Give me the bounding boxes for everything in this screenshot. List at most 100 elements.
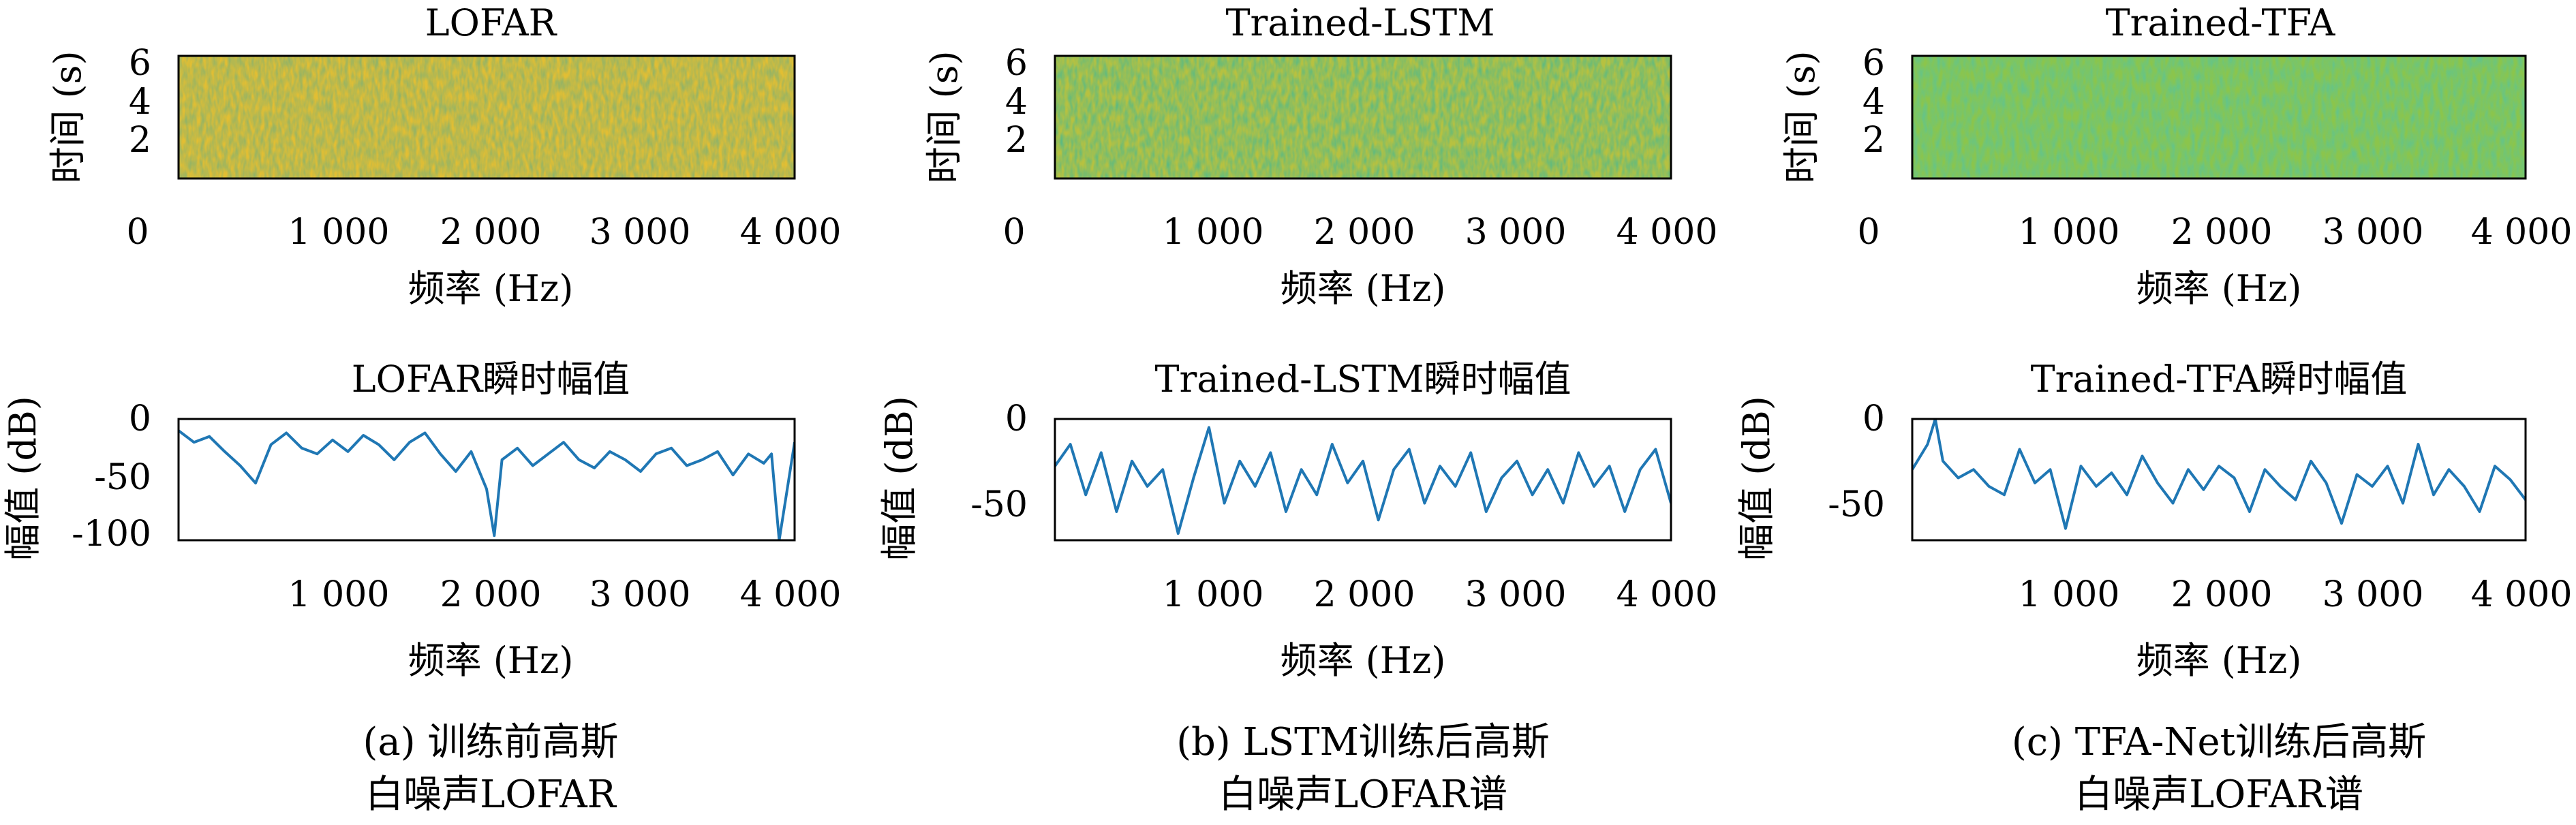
y-tick-label: -50 <box>94 457 151 498</box>
panel-a: LOFAR 6 4 2 时间 (s) 0 1 000 2 000 3 000 4… <box>1 1 841 817</box>
y-ticks: 0 -50 <box>970 399 1028 525</box>
x-ticks: 0 1 000 2 000 3 000 4 000 <box>1857 212 2572 253</box>
y-tick-label: 2 <box>129 120 151 161</box>
y-axis-label: 时间 (s) <box>923 50 966 183</box>
amplitude-title: Trained-LSTM瞬时幅值 <box>1154 358 1571 401</box>
x-tick-label: 1 000 <box>288 574 390 615</box>
heatmap-frame <box>177 55 796 180</box>
heatmap-noise <box>1055 56 1671 178</box>
spectrogram-b: Trained-LSTM 6 4 2 时间 (s) 0 1 000 2 000 … <box>923 1 1717 310</box>
panel-caption-line2: 白噪声LOFAR谱 <box>1218 773 1507 817</box>
trace-group <box>179 429 795 540</box>
x-tick-label: 0 <box>1857 212 1880 253</box>
x-tick-label: 3 000 <box>589 212 691 253</box>
heatmap-noise <box>1912 56 2526 178</box>
amplitude-title: LOFAR瞬时幅值 <box>352 358 630 401</box>
x-tick-label: 2 000 <box>2171 574 2273 615</box>
x-tick-label: 1 000 <box>288 212 390 253</box>
y-tick-label: 0 <box>129 399 151 439</box>
x-tick-label: 4 000 <box>2471 574 2573 615</box>
y-tick-label: -100 <box>72 514 151 555</box>
x-tick-label: 4 000 <box>2471 212 2573 253</box>
x-ticks: 1 000 2 000 3 000 4 000 <box>288 574 842 615</box>
x-tick-label: 2 000 <box>2171 212 2273 253</box>
x-tick-label: 2 000 <box>1314 574 1415 615</box>
x-tick-label: 1 000 <box>1163 574 1264 615</box>
panel-b: Trained-LSTM 6 4 2 时间 (s) 0 1 000 2 000 … <box>878 1 1717 817</box>
amplitude-plot <box>1054 418 1672 542</box>
x-tick-label: 3 000 <box>1465 574 1567 615</box>
y-axis-label: 幅值 (dB) <box>1735 396 1778 561</box>
x-axis-label: 频率 (Hz) <box>2136 267 2302 310</box>
x-tick-label: 4 000 <box>740 212 842 253</box>
x-tick-label: 0 <box>126 212 149 253</box>
panel-caption-line1: (c) TFA-Net训练后高斯 <box>2012 720 2426 764</box>
spectrogram-title: Trained-TFA <box>2106 1 2336 44</box>
y-tick-label: 6 <box>1005 43 1028 84</box>
x-axis-label: 频率 (Hz) <box>408 267 574 310</box>
heatmap-noise <box>179 56 795 178</box>
y-tick-label: 6 <box>1862 43 1885 84</box>
spectrogram-c: Trained-TFA 6 4 2 时间 (s) 0 1 000 2 000 3… <box>1780 1 2572 310</box>
amplitude-c: Trained-TFA瞬时幅值 0 -50 幅值 (dB) 1 000 2 00… <box>1735 358 2572 682</box>
x-tick-label: 4 000 <box>1616 574 1718 615</box>
plot-frame <box>177 418 796 542</box>
x-tick-label: 0 <box>1002 212 1025 253</box>
amplitude-a: LOFAR瞬时幅值 0 -50 -100 幅值 (dB) 1 000 2 000… <box>1 358 841 682</box>
plot-area <box>179 419 795 540</box>
plot-area <box>1912 419 2526 540</box>
panel-caption-line2: 白噪声LOFAR谱 <box>2074 773 2363 817</box>
x-tick-label: 3 000 <box>2322 574 2424 615</box>
trace-group <box>1912 419 2526 530</box>
x-tick-label: 3 000 <box>2322 212 2424 253</box>
x-tick-label: 4 000 <box>740 574 842 615</box>
y-tick-label: -50 <box>970 484 1028 525</box>
x-tick-label: 1 000 <box>1163 212 1264 253</box>
y-ticks: 0 -50 <box>1828 399 1885 525</box>
y-tick-label: 4 <box>1005 82 1028 123</box>
panel-c: Trained-TFA 6 4 2 时间 (s) 0 1 000 2 000 3… <box>1735 1 2572 817</box>
x-axis-label: 频率 (Hz) <box>408 639 574 682</box>
x-axis-label: 频率 (Hz) <box>2136 639 2302 682</box>
spectrogram-a: LOFAR 6 4 2 时间 (s) 0 1 000 2 000 3 000 4… <box>46 1 841 310</box>
x-tick-label: 1 000 <box>2019 574 2120 615</box>
plot-area <box>1055 419 1671 540</box>
y-tick-label: 0 <box>1005 399 1028 439</box>
y-tick-label: 0 <box>1862 399 1885 439</box>
x-tick-label: 1 000 <box>2019 212 2120 253</box>
y-tick-label: 2 <box>1862 120 1885 161</box>
amplitude-b: Trained-LSTM瞬时幅值 0 -50 幅值 (dB) 1 000 2 0… <box>878 358 1717 682</box>
x-tick-label: 4 000 <box>1616 212 1718 253</box>
spectrogram-title: Trained-LSTM <box>1225 1 1494 44</box>
amplitude-series-line <box>1055 426 1671 535</box>
y-ticks: 6 4 2 <box>129 43 151 161</box>
plot-frame <box>1054 418 1672 542</box>
y-axis-label: 时间 (s) <box>1780 50 1823 183</box>
amplitude-plot <box>177 418 796 542</box>
y-axis-label: 时间 (s) <box>46 50 89 183</box>
plot-frame <box>1911 418 2527 542</box>
y-ticks: 6 4 2 <box>1005 43 1028 161</box>
y-tick-label: 2 <box>1005 120 1028 161</box>
y-tick-label: 4 <box>129 82 151 123</box>
x-tick-label: 2 000 <box>1314 212 1415 253</box>
x-tick-label: 2 000 <box>440 574 542 615</box>
y-axis-label: 幅值 (dB) <box>878 396 921 561</box>
x-tick-label: 3 000 <box>1465 212 1567 253</box>
x-ticks: 1 000 2 000 3 000 4 000 <box>2019 574 2573 615</box>
x-axis-label: 频率 (Hz) <box>1281 267 1446 310</box>
amplitude-series-line <box>179 429 795 540</box>
x-ticks: 1 000 2 000 3 000 4 000 <box>1163 574 1718 615</box>
spectrogram-title: LOFAR <box>425 1 557 44</box>
y-tick-label: 4 <box>1862 82 1885 123</box>
panel-caption-line2: 白噪声LOFAR <box>365 773 617 817</box>
y-ticks: 6 4 2 <box>1862 43 1885 161</box>
panel-caption-line1: (b) LSTM训练后高斯 <box>1176 720 1550 764</box>
y-tick-label: -50 <box>1828 484 1885 525</box>
trace-group <box>1055 426 1671 535</box>
amplitude-title: Trained-TFA瞬时幅值 <box>2031 358 2408 401</box>
y-ticks: 0 -50 -100 <box>72 399 151 555</box>
y-tick-label: 6 <box>129 43 151 84</box>
x-ticks: 0 1 000 2 000 3 000 4 000 <box>126 212 841 253</box>
panel-caption-line1: (a) 训练前高斯 <box>363 720 619 764</box>
